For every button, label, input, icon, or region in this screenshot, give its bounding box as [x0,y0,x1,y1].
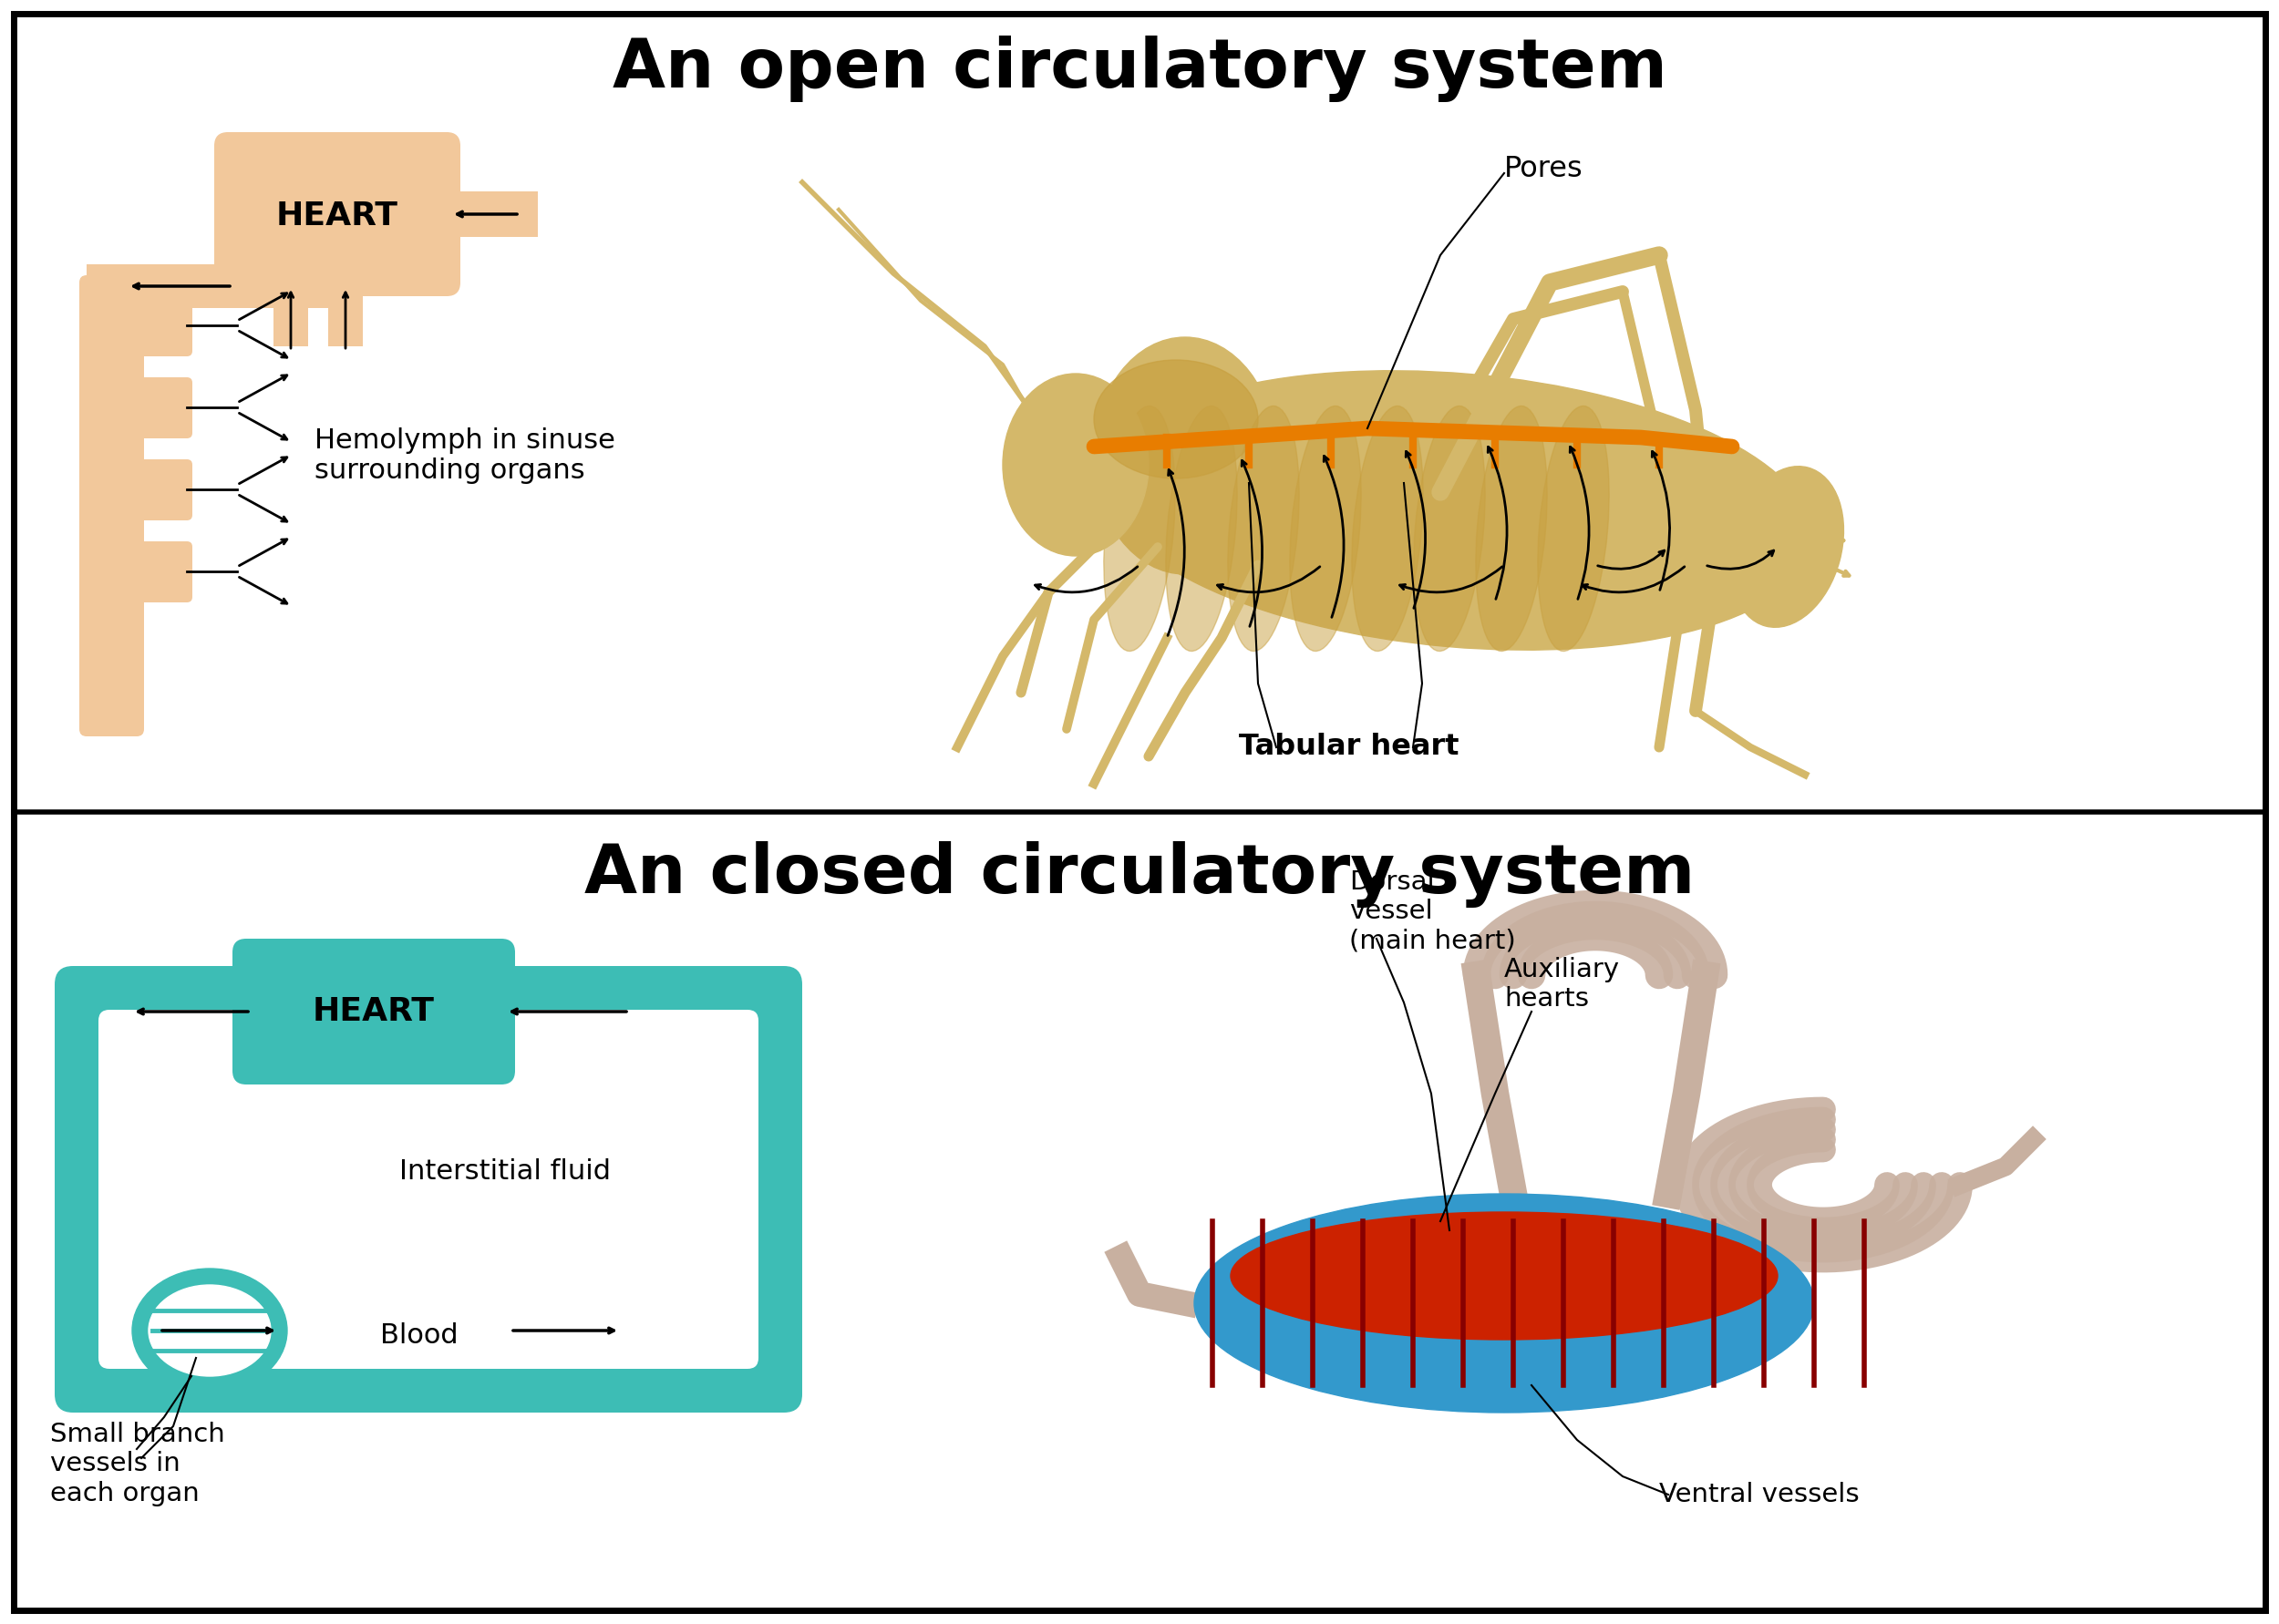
Ellipse shape [1730,466,1844,627]
Ellipse shape [1003,374,1149,555]
Ellipse shape [1167,406,1237,651]
Text: HEART: HEART [276,200,399,232]
FancyBboxPatch shape [80,274,144,736]
FancyBboxPatch shape [82,296,191,356]
Text: Tabular heart: Tabular heart [1240,732,1459,762]
FancyBboxPatch shape [214,132,460,296]
Text: An closed circulatory system: An closed circulatory system [583,841,1696,908]
Ellipse shape [1231,1212,1778,1340]
FancyBboxPatch shape [82,460,191,520]
Ellipse shape [1103,406,1176,651]
FancyBboxPatch shape [82,541,191,603]
Ellipse shape [148,1285,271,1376]
Text: Auxiliary
hearts: Auxiliary hearts [1504,957,1620,1012]
FancyBboxPatch shape [232,939,515,1085]
Ellipse shape [1351,406,1422,651]
Ellipse shape [1228,406,1299,651]
Text: Pores: Pores [1504,154,1584,184]
Ellipse shape [1094,361,1258,479]
Bar [87,265,333,309]
Ellipse shape [1538,406,1609,651]
Bar [447,192,538,237]
Text: Ventral vessels: Ventral vessels [1659,1481,1860,1507]
Text: Small branch
vessels in
each organ: Small branch vessels in each organ [50,1421,226,1505]
Text: An open circulatory system: An open circulatory system [613,36,1666,102]
Ellipse shape [1194,1194,1814,1413]
FancyBboxPatch shape [82,377,191,438]
Text: Blood: Blood [381,1322,458,1348]
FancyBboxPatch shape [98,1010,759,1369]
Ellipse shape [1094,338,1276,575]
Ellipse shape [1477,406,1547,651]
Text: Hemolymph in sinuse
surrounding organs: Hemolymph in sinuse surrounding organs [315,427,615,484]
FancyBboxPatch shape [55,966,802,1413]
Text: Dorsal
vessel
(main heart): Dorsal vessel (main heart) [1349,869,1516,953]
Text: HEART: HEART [312,996,435,1026]
Ellipse shape [1105,370,1812,650]
Ellipse shape [1290,406,1361,651]
Bar [273,283,308,346]
Ellipse shape [1413,406,1486,651]
Bar [328,283,362,346]
Ellipse shape [132,1268,287,1392]
Text: Interstitial fluid: Interstitial fluid [399,1158,611,1184]
